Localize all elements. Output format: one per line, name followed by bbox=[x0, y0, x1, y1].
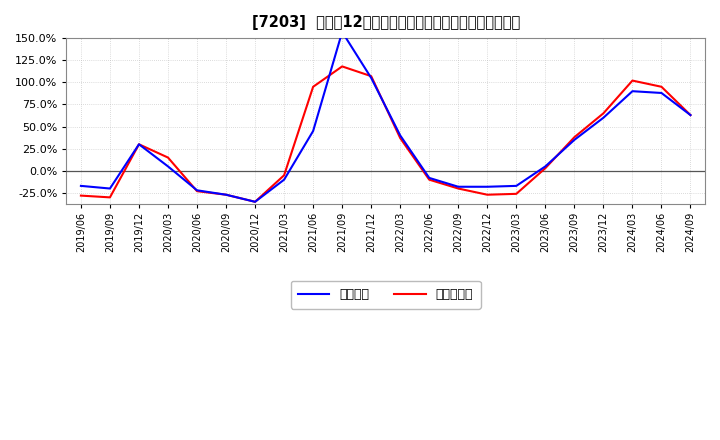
当期純利益 bbox=[163, 155, 172, 160]
当期純利益 bbox=[280, 172, 289, 178]
Legend: 経常利益, 当期純利益: 経常利益, 当期純利益 bbox=[291, 281, 481, 308]
経常利益 bbox=[628, 88, 636, 94]
経常利益 bbox=[541, 164, 549, 169]
当期純利益 bbox=[76, 193, 85, 198]
経常利益 bbox=[163, 164, 172, 169]
Line: 当期純利益: 当期純利益 bbox=[81, 66, 690, 202]
経常利益 bbox=[367, 75, 376, 81]
当期純利益 bbox=[512, 191, 521, 197]
経常利益 bbox=[396, 133, 405, 138]
経常利益 bbox=[454, 184, 462, 189]
当期純利益 bbox=[367, 73, 376, 79]
経常利益 bbox=[338, 29, 346, 35]
経常利益 bbox=[686, 113, 695, 118]
当期純利益 bbox=[657, 84, 666, 89]
経常利益 bbox=[135, 142, 143, 147]
経常利益 bbox=[309, 128, 318, 134]
経常利益 bbox=[599, 115, 608, 121]
当期純利益 bbox=[425, 177, 433, 182]
経常利益 bbox=[222, 192, 230, 198]
経常利益 bbox=[483, 184, 492, 189]
当期純利益 bbox=[251, 199, 259, 205]
経常利益 bbox=[193, 187, 202, 193]
当期純利益 bbox=[599, 111, 608, 116]
経常利益 bbox=[106, 186, 114, 191]
当期純利益 bbox=[686, 113, 695, 118]
当期純利益 bbox=[628, 78, 636, 83]
経常利益 bbox=[425, 175, 433, 180]
当期純利益 bbox=[396, 136, 405, 141]
当期純利益 bbox=[309, 84, 318, 89]
当期純利益 bbox=[222, 192, 230, 198]
当期純利益 bbox=[454, 186, 462, 191]
Title: [7203]  利益だ12か月移動合計の対前年同期増減率の推移: [7203] 利益だ12か月移動合計の対前年同期増減率の推移 bbox=[251, 15, 520, 30]
経常利益 bbox=[570, 137, 579, 143]
経常利益 bbox=[512, 183, 521, 188]
当期純利益 bbox=[338, 64, 346, 69]
Line: 経常利益: 経常利益 bbox=[81, 32, 690, 202]
当期純利益 bbox=[570, 135, 579, 140]
経常利益 bbox=[251, 199, 259, 205]
当期純利益 bbox=[483, 192, 492, 198]
経常利益 bbox=[76, 183, 85, 188]
当期純利益 bbox=[106, 195, 114, 200]
当期純利益 bbox=[135, 142, 143, 147]
当期純利益 bbox=[193, 189, 202, 194]
経常利益 bbox=[280, 177, 289, 182]
経常利益 bbox=[657, 90, 666, 95]
当期純利益 bbox=[541, 165, 549, 171]
